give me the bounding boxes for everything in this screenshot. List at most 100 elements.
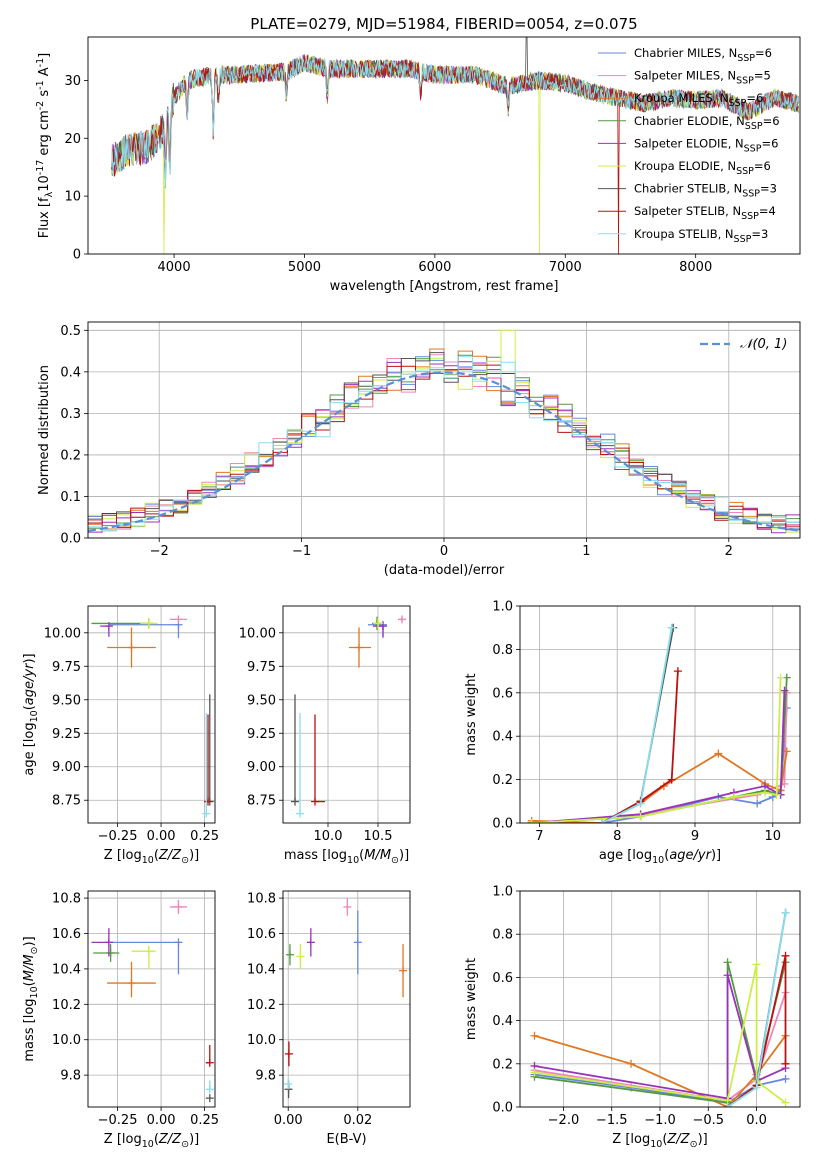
y-tick-label: 10.00 bbox=[44, 626, 81, 641]
x-tick-label: 4000 bbox=[158, 260, 191, 275]
data-point-kroupa_miles bbox=[107, 627, 156, 668]
series-marker bbox=[752, 1083, 761, 1092]
data-point-kroupa_stelib bbox=[284, 1078, 293, 1090]
series-marker bbox=[723, 1103, 732, 1107]
y-tick-label: 9.00 bbox=[52, 760, 81, 775]
y-tick-label: 9.50 bbox=[247, 693, 276, 708]
y-axis-label: mass weight bbox=[464, 958, 479, 1040]
x-axis-label: wavelength [Angstrom, rest frame] bbox=[330, 279, 559, 294]
legend-label: Kroupa MILES, NSSP​=6 bbox=[634, 91, 763, 109]
series-marker bbox=[627, 1059, 636, 1068]
x-tick-label: 0.25 bbox=[190, 1113, 219, 1128]
y-tick-label: 0.2 bbox=[492, 773, 513, 788]
series-marker bbox=[673, 667, 682, 676]
series-marker bbox=[781, 1098, 790, 1107]
y-tick-label: 0.0 bbox=[492, 817, 513, 832]
panel-massweight_vs_Z: −2.0 −1.5 −1.0 −0.5 0.0 0.0 0.2 0.4 0.6 0.8 1.0 Z [… bbox=[464, 885, 801, 1150]
x-tick-label: −0.5 bbox=[692, 1113, 724, 1128]
data-point-kroupa_elodie bbox=[140, 618, 158, 629]
series-marker bbox=[781, 908, 790, 917]
x-axis-label: age [log10​(age/yr)] bbox=[599, 848, 721, 866]
y-tick-label: 10.0 bbox=[52, 1033, 81, 1048]
y-tick-label: 10.8 bbox=[247, 892, 276, 907]
y-tick-label: 10.8 bbox=[52, 892, 81, 907]
plot-area bbox=[88, 329, 800, 534]
x-axis-label: Z [log10​(Z/Z⊙​)] bbox=[104, 848, 199, 866]
y-tick-label: 0.0 bbox=[492, 1101, 513, 1116]
data-point-kroupa_miles bbox=[349, 627, 371, 668]
data-point-kroupa_elodie bbox=[131, 945, 156, 969]
x-tick-label: 5000 bbox=[288, 260, 321, 275]
axes-frame bbox=[282, 605, 411, 824]
plot-area bbox=[291, 615, 406, 818]
series-marker bbox=[530, 1031, 539, 1040]
x-tick-label: 0.0 bbox=[746, 1113, 767, 1128]
legend-label: Chabrier STELIB, NSSP​=3 bbox=[634, 182, 777, 200]
y-tick-label: 8.75 bbox=[52, 794, 81, 809]
series-marker bbox=[780, 686, 789, 695]
y-tick-label: 10 bbox=[64, 190, 81, 205]
x-tick-label: 7 bbox=[535, 829, 543, 844]
series-marker bbox=[781, 1074, 790, 1083]
y-tick-label: 10.2 bbox=[52, 998, 81, 1013]
normal-curve bbox=[88, 371, 800, 532]
x-tick-label: −1.5 bbox=[596, 1113, 628, 1128]
x-axis-label: E(B-V) bbox=[326, 1132, 366, 1147]
series-marker bbox=[752, 960, 761, 969]
y-tick-label: 9.00 bbox=[247, 760, 276, 775]
series-marker bbox=[530, 1068, 539, 1077]
data-point-chabrier_elodie bbox=[93, 944, 120, 962]
axes-frame bbox=[519, 605, 801, 824]
axes-frame bbox=[87, 890, 216, 1108]
legend-label: Kroupa ELODIE, NSSP​=6 bbox=[634, 159, 771, 177]
x-tick-label: −0.25 bbox=[98, 1113, 138, 1128]
x-tick-label: −1 bbox=[292, 544, 311, 559]
series-kroupa_stelib bbox=[597, 623, 676, 823]
y-axis-label: age [log10​(age/yr)] bbox=[22, 653, 40, 775]
x-tick-label: 9 bbox=[691, 829, 699, 844]
series-kroupa_stelib bbox=[723, 908, 790, 1107]
legend-label: Salpeter MILES, NSSP​=5 bbox=[634, 69, 771, 87]
y-tick-label: 10.6 bbox=[247, 927, 276, 942]
panel-massweight_vs_age: 7 8 9 10 0.0 0.2 0.4 0.6 0.8 1.0 age [log10​(age/y… bbox=[464, 600, 801, 866]
y-tick-label: 8.75 bbox=[247, 794, 276, 809]
y-tick-label: 20 bbox=[64, 132, 81, 147]
x-tick-label: 7000 bbox=[549, 260, 582, 275]
series-marker bbox=[761, 788, 769, 797]
y-tick-label: 9.75 bbox=[52, 660, 81, 675]
y-tick-label: 0.8 bbox=[492, 643, 513, 658]
series-kroupa_elodie bbox=[527, 673, 785, 823]
data-point-salpeter_elodie bbox=[306, 928, 315, 957]
plot-area bbox=[111, 37, 799, 254]
data-point-salpeter_stelib bbox=[284, 1041, 293, 1067]
data-point-kroupa_miles bbox=[107, 961, 156, 998]
panel-age_vs_Z: −0.25 0.00 0.25 8.75 9.00 9.25 9.50 9.75 10.00 Z … bbox=[22, 605, 219, 866]
x-axis-label: (data-model)/error bbox=[384, 563, 505, 578]
y-tick-label: 0.2 bbox=[492, 1057, 513, 1072]
x-tick-label: 0.00 bbox=[147, 829, 176, 844]
series-marker bbox=[527, 819, 536, 823]
y-tick-label: 10.00 bbox=[239, 626, 276, 641]
data-point-kroupa_elodie bbox=[373, 618, 383, 629]
y-tick-label: 9.8 bbox=[60, 1069, 81, 1084]
y-tick-label: 0.6 bbox=[492, 686, 513, 701]
series-marker bbox=[667, 623, 676, 632]
y-tick-label: 0 bbox=[73, 248, 81, 263]
x-tick-label: 8000 bbox=[679, 260, 712, 275]
data-point-kroupa_stelib bbox=[205, 1080, 214, 1094]
series-marker bbox=[729, 792, 738, 801]
figure-title: PLATE=0279, MJD=51984, FIBERID=0054, z=0… bbox=[250, 15, 637, 33]
data-point-chabrier_elodie bbox=[285, 944, 294, 966]
plot-area bbox=[91, 615, 214, 818]
data-point-kroupa_elodie bbox=[296, 944, 305, 969]
plot-area bbox=[527, 623, 791, 823]
series-marker bbox=[723, 971, 732, 980]
series-marker bbox=[597, 819, 606, 823]
x-tick-label: 0.00 bbox=[147, 1113, 176, 1128]
axes-frame bbox=[87, 36, 801, 255]
spectrum-line-kroupa_stelib bbox=[111, 55, 799, 188]
y-tick-label: 0.1 bbox=[60, 490, 81, 505]
